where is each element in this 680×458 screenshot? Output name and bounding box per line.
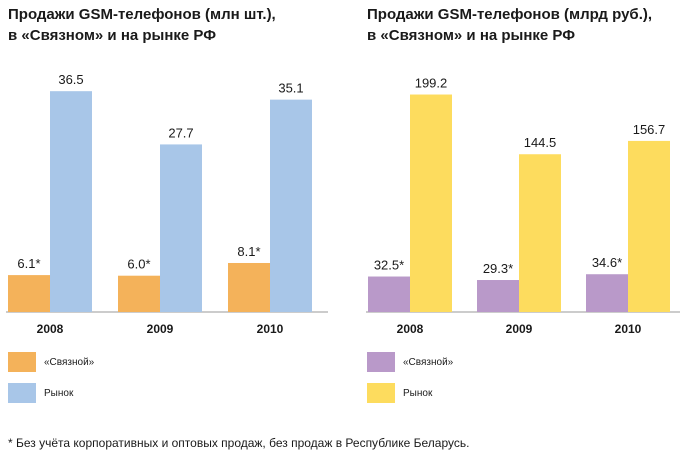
- category-label: 2009: [506, 322, 533, 336]
- category-label: 2010: [615, 322, 642, 336]
- bar-market-2009: [160, 144, 202, 312]
- bar-svyaznoy-2010: [586, 274, 628, 312]
- bar-chart-rubles: 32.5* 199.2 2008 29.3* 144.5 2009 34.6* 156.7 20…: [366, 76, 680, 336]
- data-label: 32.5*: [374, 258, 404, 273]
- data-label: 34.6*: [592, 255, 622, 270]
- bar-svyaznoy-2008: [368, 276, 410, 312]
- chart-title-units: Продажи GSM-телефонов (млн шт.), в «Связ…: [8, 4, 276, 46]
- footnote: * Без учёта корпоративных и оптовых прод…: [8, 436, 470, 450]
- title-line: в «Связном» и на рынке РФ: [8, 27, 217, 44]
- bar-svyaznoy-2009: [477, 280, 519, 312]
- data-label: 29.3*: [483, 261, 513, 276]
- data-label: 6.0*: [127, 257, 150, 272]
- bar-chart-units: 6.1* 36.5 2008 6.0* 27.7 2009 8.1* 35.1 2010: [6, 72, 328, 336]
- category-label: 2010: [257, 322, 284, 336]
- legend-label: Рынок: [403, 388, 433, 399]
- bar-svyaznoy-2009: [118, 275, 160, 312]
- category-label: 2008: [37, 322, 64, 336]
- bar-market-2010: [628, 140, 670, 312]
- bar-market-2008: [50, 91, 92, 312]
- data-label: 144.5: [524, 135, 557, 150]
- bar-market-2009: [519, 154, 561, 312]
- legend-swatch: [8, 352, 36, 372]
- legend-swatch: [367, 383, 395, 403]
- legend-label: Рынок: [44, 388, 74, 399]
- title-line: Продажи GSM-телефонов (млн шт.),: [8, 6, 276, 23]
- bar-svyaznoy-2008: [8, 275, 50, 312]
- data-label: 27.7: [168, 125, 193, 140]
- title-line: Продажи GSM-телефонов (млрд руб.),: [367, 6, 653, 23]
- bar-svyaznoy-2010: [228, 262, 270, 312]
- legend-swatch: [367, 352, 395, 372]
- data-label: 199.2: [415, 76, 448, 91]
- bar-market-2010: [270, 99, 312, 313]
- chart-title-rubles: Продажи GSM-телефонов (млрд руб.), в «Св…: [367, 4, 652, 46]
- data-label: 6.1*: [17, 256, 40, 271]
- legend-label: «Связной»: [44, 357, 95, 368]
- legend-label: «Связной»: [403, 357, 454, 368]
- data-label: 36.5: [58, 72, 83, 87]
- data-label: 156.7: [633, 122, 666, 137]
- category-label: 2009: [147, 322, 174, 336]
- data-label: 35.1: [278, 81, 303, 96]
- legend-swatch: [8, 383, 36, 403]
- title-line: в «Связном» и на рынке РФ: [367, 27, 576, 44]
- data-label: 8.1*: [237, 244, 260, 259]
- bar-market-2008: [410, 94, 452, 312]
- category-label: 2008: [397, 322, 424, 336]
